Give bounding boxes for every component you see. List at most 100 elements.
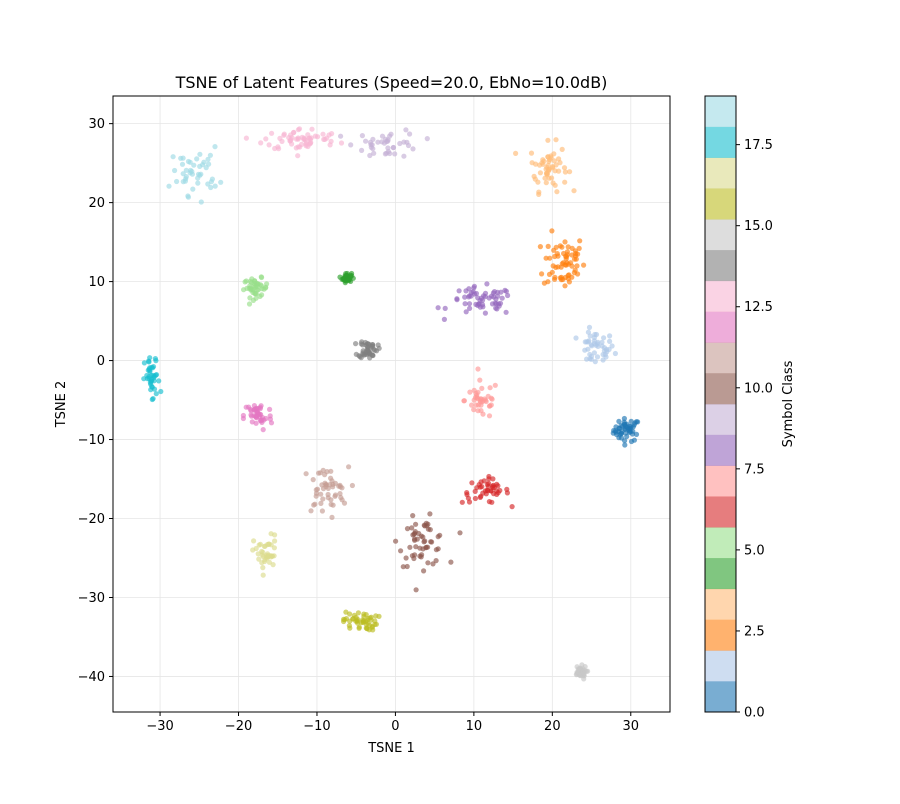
scatter-point-class-10	[404, 526, 411, 532]
colorbar-segment	[705, 250, 736, 282]
scatter-point-class-6	[464, 492, 470, 498]
scatter-point-class-11	[327, 482, 333, 488]
x-axis-label: TSNE 1	[367, 741, 415, 756]
scatter-point-class-13	[309, 126, 315, 132]
scatter-point-class-11	[339, 485, 345, 491]
scatter-point-class-13	[243, 135, 249, 141]
scatter-point-class-4	[343, 271, 349, 277]
scatter-point-class-10	[404, 563, 410, 570]
colorbar-segment	[705, 496, 736, 528]
scatter-point-class-11	[332, 492, 339, 498]
scatter-point-class-15	[582, 664, 588, 670]
scatter-point-class-19	[197, 151, 203, 157]
scatter-point-class-9	[410, 146, 416, 152]
scatter-point-class-5	[252, 290, 258, 296]
scatter-point-class-19	[174, 178, 180, 185]
y-tick-label: −40	[78, 670, 105, 685]
scatter-point-class-6	[479, 484, 485, 490]
scatter-point-class-14	[367, 351, 373, 357]
colorbar-segment	[705, 681, 736, 713]
scatter-point-class-3	[559, 146, 565, 152]
scatter-point-class-1	[594, 354, 601, 360]
scatter-point-class-19	[188, 167, 194, 173]
colorbar-tick-label: 0.0	[744, 706, 765, 721]
scatter-point-class-19	[185, 193, 191, 199]
scatter-point-class-3	[549, 175, 555, 181]
scatter-point-class-2	[545, 279, 551, 285]
colorbar-segment	[705, 280, 736, 312]
colorbar-segment	[705, 342, 736, 374]
y-axis-ticks: −40 −30 −20 −10 0 10 20 30	[78, 117, 113, 685]
colorbar-ticks: 0.0 2.5 5.0 7.5 10.0 12.5 15.0 17.5	[736, 138, 773, 721]
scatter-point-class-1	[592, 331, 598, 338]
scatter-point-class-12	[248, 412, 254, 418]
scatter-point-class-13	[288, 137, 294, 143]
scatter-point-class-16	[356, 625, 362, 631]
colorbar-segment	[705, 527, 736, 559]
scatter-point-class-9	[359, 133, 365, 139]
scatter-point-class-3	[544, 171, 551, 177]
scatter-point-class-13	[320, 131, 326, 137]
scatter-point-class-17	[256, 556, 262, 562]
scatter-point-class-13	[296, 126, 303, 132]
scatter-point-class-8	[503, 288, 509, 294]
scatter-point-class-1	[609, 343, 615, 349]
scatter-point-class-11	[328, 468, 334, 474]
scatter-point-class-13	[289, 141, 295, 147]
scatter-point-class-10	[413, 587, 419, 593]
scatter-point-class-2	[546, 271, 553, 277]
x-tick-label: −30	[146, 719, 173, 734]
scatter-point-class-14	[353, 341, 359, 347]
scatter-point-class-10	[400, 564, 406, 570]
scatter-point-class-15	[580, 669, 586, 675]
scatter-point-class-10	[398, 548, 404, 554]
scatter-point-class-1	[599, 339, 605, 345]
scatter-point-class-6	[459, 499, 465, 505]
scatter-point-class-10	[411, 555, 417, 562]
scatter-point-class-1	[607, 333, 613, 339]
scatter-point-class-0	[621, 415, 628, 422]
scatter-point-class-10	[407, 544, 413, 550]
scatter-point-class-7	[488, 395, 494, 401]
scatter-point-class-9	[359, 147, 365, 153]
scatter-point-class-19	[170, 154, 176, 160]
scatter-point-class-11	[323, 482, 329, 488]
scatter-point-class-16	[368, 617, 374, 623]
scatter-point-class-13	[269, 130, 275, 136]
scatter-point-class-18	[158, 388, 164, 395]
scatter-point-class-7	[471, 397, 477, 403]
scatter-point-class-8	[499, 295, 505, 301]
scatter-point-class-16	[355, 610, 361, 616]
scatter-point-class-1	[592, 359, 598, 365]
scatter-point-class-16	[341, 616, 347, 623]
scatter-point-class-1	[600, 357, 606, 363]
scatter-point-class-1	[588, 342, 594, 348]
scatter-point-class-11	[346, 464, 352, 470]
scatter-point-class-9	[424, 136, 430, 142]
scatter-point-class-19	[205, 181, 211, 187]
scatter-point-class-3	[536, 191, 542, 197]
scatter-point-class-8	[491, 289, 498, 295]
scatter-point-class-19	[182, 178, 188, 184]
scatter-point-class-16	[343, 609, 349, 615]
scatter-point-class-8	[505, 292, 511, 299]
scatter-point-class-5	[253, 282, 259, 289]
scatter-point-class-8	[475, 302, 481, 308]
x-tick-label: 10	[466, 719, 483, 734]
scatter-point-class-9	[371, 150, 377, 156]
scatter-point-class-2	[545, 243, 551, 249]
scatter-point-class-5	[249, 276, 255, 282]
scatter-point-class-7	[473, 390, 479, 396]
scatter-point-class-0	[623, 430, 629, 436]
scatter-point-class-11	[319, 508, 325, 514]
scatter-point-class-8	[466, 301, 473, 307]
scatter-point-class-6	[491, 491, 497, 497]
scatter-point-class-3	[552, 182, 558, 188]
scatter-point-class-9	[397, 140, 403, 147]
scatter-point-class-19	[178, 155, 184, 161]
scatter-point-class-11	[320, 486, 327, 492]
scatter-point-class-1	[601, 335, 607, 341]
scatter-point-class-19	[166, 183, 172, 189]
scatter-point-class-18	[156, 378, 162, 384]
